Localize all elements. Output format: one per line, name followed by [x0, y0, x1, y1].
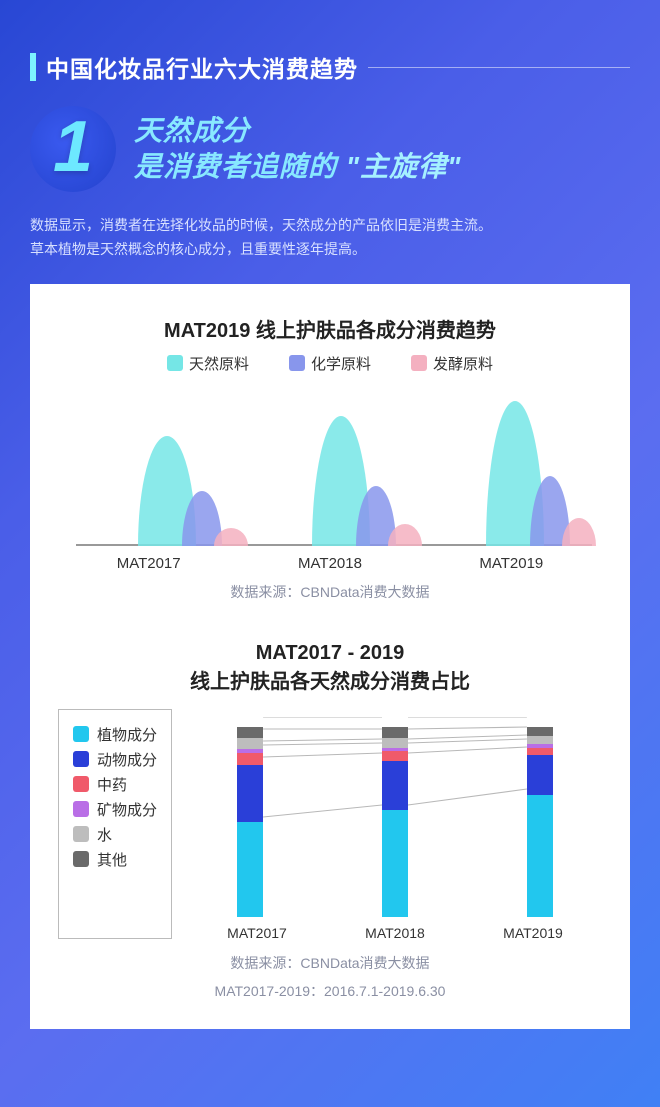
seg-other	[237, 727, 263, 738]
chart1-source: 数据来源：CBNData消费大数据	[58, 582, 602, 602]
legend-item: 植物成分	[73, 724, 157, 745]
connector-line	[263, 753, 382, 757]
chart2-legend: 植物成分动物成分中药矿物成分水其他	[58, 709, 172, 939]
chart2-source-2: MAT2017-2019：2016.7.1-2019.6.30	[58, 981, 602, 1001]
legend-item: 化学原料	[289, 353, 371, 374]
legend-label: 其他	[97, 849, 127, 870]
seg-water	[527, 736, 553, 744]
legend-label: 化学原料	[311, 353, 371, 374]
xlabel: MAT2018	[326, 925, 464, 941]
stack-bar	[237, 727, 263, 917]
seg-plant	[382, 810, 408, 916]
swatch	[411, 355, 427, 371]
connector-line	[408, 789, 527, 805]
hero-line-2-prefix: 是消费者追随的	[134, 151, 337, 182]
swatch	[289, 355, 305, 371]
seg-animal	[527, 755, 553, 795]
connector-line	[408, 739, 527, 743]
connector-line	[263, 743, 382, 745]
desc-line-1: 数据显示，消费者在选择化妆品的时候，天然成分的产品依旧是消费主流。	[30, 214, 580, 238]
chart1-legend: 天然原料 化学原料 发酵原料	[58, 353, 602, 374]
legend-item: 天然原料	[167, 353, 249, 374]
connector-line	[408, 747, 527, 753]
legend-item: 发酵原料	[411, 353, 493, 374]
header-rule	[368, 67, 630, 68]
chart2-xlabels: MAT2017 MAT2018 MAT2019	[188, 925, 602, 941]
connector-line	[263, 805, 382, 817]
chart1-plot: MAT2017 MAT2018 MAT2019	[58, 384, 602, 574]
swatch	[73, 826, 89, 842]
legend-item: 矿物成分	[73, 799, 157, 820]
stack-bar	[527, 727, 553, 917]
swatch	[73, 801, 89, 817]
swatch	[73, 726, 89, 742]
header-title: 中国化妆品行业六大消费趋势	[46, 50, 358, 84]
seg-herb	[527, 748, 553, 756]
legend-label: 植物成分	[97, 724, 157, 745]
hero-line-2: 是消费者追随的 "主旋律"	[134, 149, 630, 185]
connector-line	[263, 739, 382, 741]
section-header: 中国化妆品行业六大消费趋势	[30, 50, 630, 84]
legend-label: 发酵原料	[433, 353, 493, 374]
connector-line	[408, 735, 527, 739]
desc-line-2: 草本植物是天然概念的核心成分，且重要性逐年提高。	[30, 238, 580, 262]
chart1-title: MAT2019 线上护肤品各成分消费趋势	[58, 314, 602, 343]
swatch	[73, 851, 89, 867]
legend-item: 动物成分	[73, 749, 157, 770]
chart2: MAT2017 - 2019 线上护肤品各天然成分消费占比 植物成分动物成分中药…	[58, 642, 602, 1001]
hero-line-2-quote: "主旋律"	[346, 151, 462, 182]
hero-text: 天然成分 是消费者追随的 "主旋律"	[134, 113, 630, 186]
swatch	[73, 776, 89, 792]
seg-plant	[237, 822, 263, 917]
xlabel: MAT2017	[58, 555, 239, 572]
hero-number: 1	[53, 111, 93, 183]
swatch	[167, 355, 183, 371]
swatch	[73, 751, 89, 767]
legend-label: 水	[97, 824, 112, 845]
legend-label: 动物成分	[97, 749, 157, 770]
xlabel: MAT2019	[421, 555, 602, 572]
chart2-source-1: 数据来源：CBNData消费大数据	[58, 953, 602, 973]
chart2-title-2: 线上护肤品各天然成分消费占比	[58, 665, 602, 694]
hero: 1 天然成分 是消费者追随的 "主旋律"	[30, 106, 630, 192]
seg-plant	[527, 795, 553, 917]
seg-animal	[237, 765, 263, 822]
chart2-body: 植物成分动物成分中药矿物成分水其他 MAT2017 MAT2018 MAT201…	[58, 709, 602, 939]
legend-item: 中药	[73, 774, 157, 795]
seg-water	[382, 738, 408, 748]
seg-other	[382, 727, 408, 738]
seg-other	[527, 727, 553, 737]
legend-label: 中药	[97, 774, 127, 795]
seg-herb	[382, 751, 408, 761]
seg-herb	[237, 753, 263, 764]
infographic-page: 中国化妆品行业六大消费趋势 1 天然成分 是消费者追随的 "主旋律" 数据显示，…	[0, 0, 660, 1107]
chart2-title-1: MAT2017 - 2019	[58, 642, 602, 665]
xlabel: MAT2019	[464, 925, 602, 941]
description: 数据显示，消费者在选择化妆品的时候，天然成分的产品依旧是消费主流。 草本植物是天…	[30, 214, 580, 262]
legend-item: 其他	[73, 849, 157, 870]
xlabel: MAT2017	[188, 925, 326, 941]
header-accent-bar	[30, 53, 36, 81]
seg-animal	[382, 761, 408, 810]
stack-bar	[382, 727, 408, 917]
chart2-plot: MAT2017 MAT2018 MAT2019	[188, 709, 602, 939]
connector-line	[408, 727, 527, 729]
hero-badge: 1	[30, 106, 116, 192]
chart1-xlabels: MAT2017 MAT2018 MAT2019	[58, 555, 602, 572]
legend-label: 天然原料	[189, 353, 249, 374]
legend-item: 水	[73, 824, 157, 845]
xlabel: MAT2018	[239, 555, 420, 572]
hero-line-1: 天然成分	[134, 113, 630, 149]
legend-label: 矿物成分	[97, 799, 157, 820]
card: MAT2019 线上护肤品各成分消费趋势 天然原料 化学原料 发酵原料 MAT2…	[30, 284, 630, 1029]
seg-water	[237, 738, 263, 749]
